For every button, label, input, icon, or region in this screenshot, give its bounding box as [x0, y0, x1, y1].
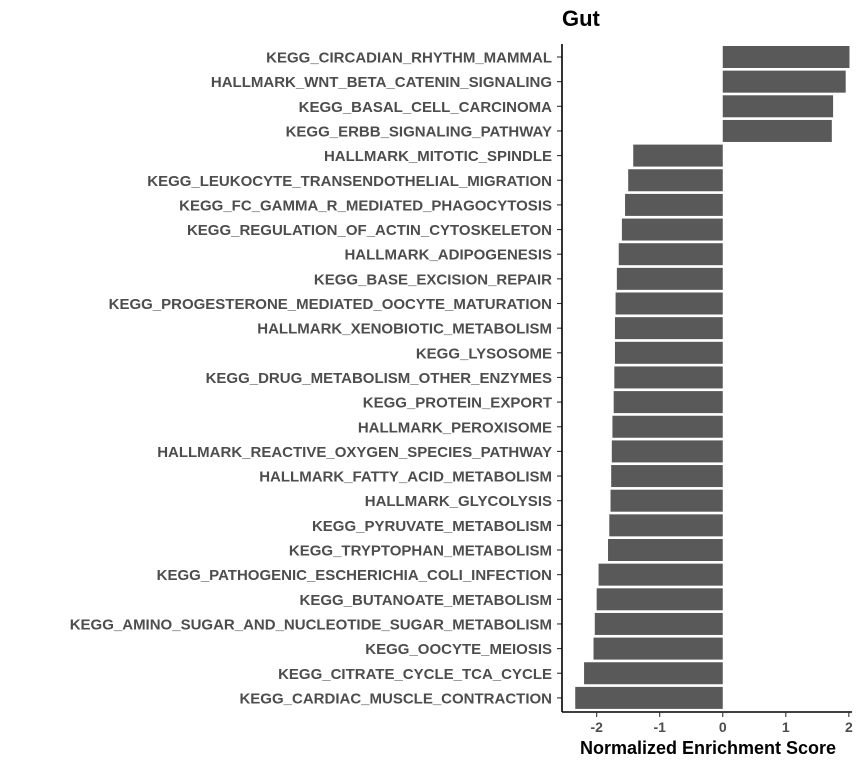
category-label: HALLMARK_WNT_BETA_CATENIN_SIGNALING [211, 74, 552, 91]
x-ticks-group: -2 -1 0 1 2 [590, 712, 853, 735]
category-label: HALLMARK_MITOTIC_SPINDLE [324, 148, 552, 165]
bar [618, 243, 723, 266]
category-label: KEGG_TRYPTOPHAN_METABOLISM [289, 543, 552, 560]
category-label: KEGG_CITRATE_CYCLE_TCA_CYCLE [278, 666, 552, 683]
category-label: KEGG_CIRCADIAN_RHYTHM_MAMMAL [266, 50, 552, 67]
chart-title: Gut [562, 6, 601, 31]
x-tick-label: -2 [590, 719, 603, 735]
bar [611, 440, 723, 463]
bar [596, 588, 723, 611]
category-label: KEGG_PROTEIN_EXPORT [363, 395, 552, 412]
x-tick-label: 2 [845, 719, 853, 735]
category-label: KEGG_BUTANOATE_METABOLISM [299, 592, 552, 609]
category-label: KEGG_LYSOSOME [416, 345, 552, 362]
category-label: KEGG_ERBB_SIGNALING_PATHWAY [286, 123, 552, 140]
category-label: KEGG_BASE_EXCISION_REPAIR [314, 271, 552, 288]
bar [584, 662, 723, 685]
category-label: KEGG_FC_GAMMA_R_MEDIATED_PHAGOCYTOSIS [179, 197, 552, 214]
bar [613, 391, 723, 414]
bar [614, 366, 723, 389]
bar [594, 612, 723, 635]
category-label: HALLMARK_PEROXISOME [358, 419, 552, 436]
bar [615, 292, 723, 315]
x-axis-label: Normalized Enrichment Score [580, 738, 836, 758]
bar [621, 218, 723, 241]
bar [575, 686, 723, 709]
category-label: KEGG_DRUG_METABOLISM_OTHER_ENZYMES [206, 370, 552, 387]
bar [722, 95, 834, 118]
bar [612, 415, 723, 438]
bar [722, 119, 832, 142]
x-tick-label: -1 [653, 719, 666, 735]
bar [598, 563, 723, 586]
bar [722, 46, 850, 68]
x-tick-label: 0 [719, 719, 727, 735]
category-labels-group: KEGG_CIRCADIAN_RHYTHM_MAMMAL HALLMARK_WNT… [70, 50, 552, 708]
category-label: KEGG_PROGESTERONE_MEDIATED_OOCYTE_MATURA… [109, 296, 552, 313]
y-ticks-group [557, 56, 562, 699]
bar [616, 267, 723, 290]
category-label: KEGG_LEUKOCYTE_TRANSENDOTHELIAL_MIGRATIO… [147, 173, 552, 190]
category-label: KEGG_PYRUVATE_METABOLISM [312, 518, 552, 535]
category-label: KEGG_BASAL_CELL_CARCINOMA [299, 99, 553, 116]
bar [609, 514, 723, 537]
bar [625, 193, 723, 216]
category-label: KEGG_PATHOGENIC_ESCHERICHIA_COLI_INFECTI… [157, 567, 552, 584]
bar [610, 489, 723, 512]
bars-group [575, 46, 850, 709]
bar [611, 465, 723, 488]
bar [633, 144, 723, 167]
bar [593, 637, 723, 660]
category-label: KEGG_CARDIAC_MUSCLE_CONTRACTION [239, 690, 552, 707]
category-label: HALLMARK_FATTY_ACID_METABOLISM [259, 469, 552, 486]
bar [614, 317, 723, 340]
category-label: HALLMARK_ADIPOGENESIS [344, 247, 552, 264]
bar [628, 169, 723, 192]
category-label: KEGG_REGULATION_OF_ACTIN_CYTOSKELETON [187, 222, 552, 239]
category-label: KEGG_AMINO_SUGAR_AND_NUCLEOTIDE_SUGAR_ME… [70, 616, 552, 633]
category-label: KEGG_OOCYTE_MEIOSIS [365, 641, 552, 658]
x-tick-label: 1 [782, 719, 790, 735]
bar [722, 70, 846, 93]
category-label: HALLMARK_REACTIVE_OXYGEN_SPECIES_PATHWAY [157, 444, 552, 461]
bar [608, 539, 723, 561]
category-label: HALLMARK_GLYCOLYSIS [365, 493, 552, 510]
bar [614, 341, 723, 364]
category-label: HALLMARK_XENOBIOTIC_METABOLISM [257, 321, 552, 338]
